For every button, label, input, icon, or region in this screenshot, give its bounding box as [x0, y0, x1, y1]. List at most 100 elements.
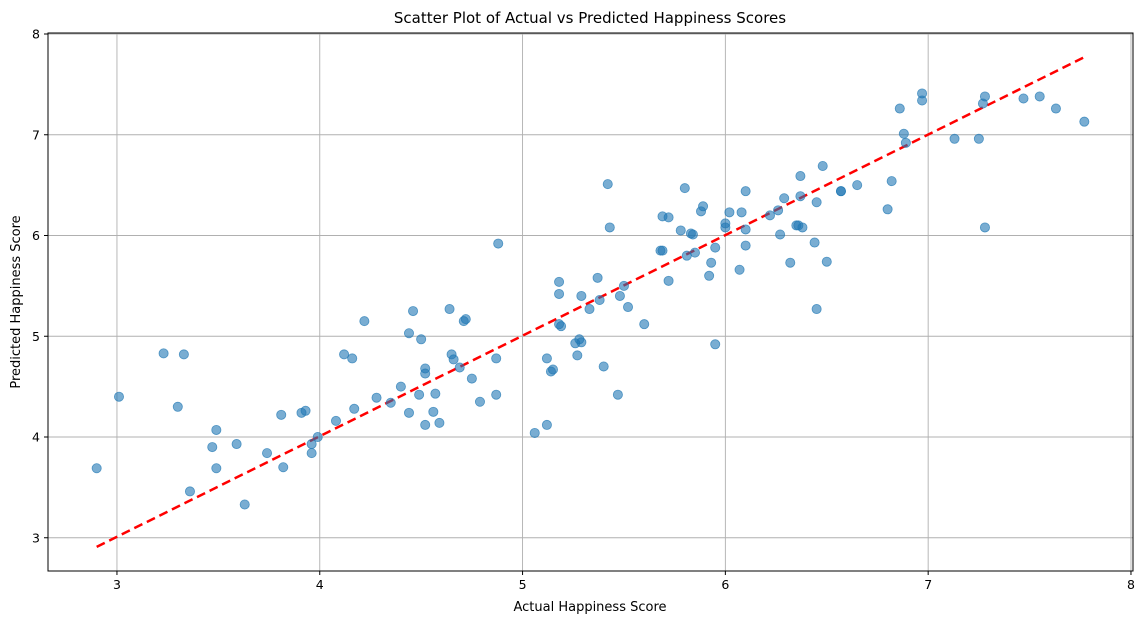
data-point	[184, 486, 195, 497]
plot-frame	[47, 32, 1134, 572]
data-point	[773, 205, 784, 216]
data-point	[541, 353, 552, 364]
data-point	[556, 321, 567, 332]
data-point	[811, 304, 822, 315]
x-tick-label: 7	[924, 577, 932, 592]
data-point	[572, 350, 583, 361]
x-tick-label: 5	[519, 577, 527, 592]
y-tick-label: 7	[32, 127, 40, 142]
data-point	[598, 361, 609, 372]
data-point	[529, 427, 540, 438]
data-point	[795, 191, 806, 202]
points-layer	[91, 88, 1090, 510]
data-point	[979, 222, 990, 233]
data-point	[408, 306, 419, 317]
x-tick-label: 6	[721, 577, 729, 592]
data-point	[576, 290, 587, 301]
data-point	[740, 240, 751, 251]
data-point	[172, 401, 183, 412]
data-point	[618, 280, 629, 291]
data-point	[158, 348, 169, 359]
x-tick-label: 3	[113, 577, 121, 592]
data-point	[434, 417, 445, 428]
data-point	[207, 442, 218, 453]
data-point	[576, 337, 587, 348]
data-point	[706, 257, 717, 268]
data-point	[1018, 93, 1029, 104]
data-point	[395, 381, 406, 392]
data-point	[554, 288, 565, 299]
data-point	[466, 373, 477, 384]
y-tick-label: 6	[32, 228, 40, 243]
data-point	[276, 409, 287, 420]
data-point	[740, 224, 751, 235]
data-point	[764, 210, 775, 221]
data-point	[330, 415, 341, 426]
data-point	[689, 247, 700, 258]
data-point	[278, 462, 289, 473]
data-point	[460, 314, 471, 325]
data-point	[973, 133, 984, 144]
data-point	[491, 389, 502, 400]
y-tick-label: 3	[32, 530, 40, 545]
x-tick-label: 8	[1127, 577, 1135, 592]
data-point	[592, 272, 603, 283]
reference-line	[96, 56, 1085, 548]
data-point	[1034, 91, 1045, 102]
data-point	[211, 424, 222, 435]
data-point	[882, 204, 893, 215]
data-point	[612, 389, 623, 400]
data-point	[420, 419, 431, 430]
data-point	[809, 237, 820, 248]
y-axis-label: Predicted Happiness Score	[9, 215, 24, 388]
data-point	[91, 463, 102, 474]
data-point	[448, 354, 459, 365]
data-point	[491, 353, 502, 364]
data-point	[493, 238, 504, 249]
reference-line-layer	[96, 56, 1085, 548]
data-point	[385, 397, 396, 408]
data-point	[403, 328, 414, 339]
data-point	[663, 275, 674, 286]
data-point	[454, 362, 465, 373]
data-point	[835, 186, 846, 197]
data-point	[623, 302, 634, 313]
data-point	[1079, 116, 1090, 127]
data-point	[663, 212, 674, 223]
data-point	[113, 391, 124, 402]
data-point	[541, 419, 552, 430]
data-point	[1050, 103, 1061, 114]
data-point	[554, 276, 565, 287]
data-point	[898, 128, 909, 139]
y-tick-label: 4	[32, 430, 40, 445]
data-point	[724, 207, 735, 218]
data-point	[852, 180, 863, 191]
y-tick-label: 8	[32, 27, 40, 42]
data-point	[949, 133, 960, 144]
data-point	[414, 389, 425, 400]
data-point	[687, 229, 698, 240]
data-point	[371, 392, 382, 403]
data-point	[821, 256, 832, 267]
data-point	[710, 242, 721, 253]
data-point	[416, 334, 427, 345]
data-point	[817, 160, 828, 171]
data-point	[917, 95, 928, 106]
data-point	[359, 316, 370, 327]
data-point	[795, 171, 806, 182]
data-point	[886, 176, 897, 187]
data-point	[594, 294, 605, 305]
data-point	[720, 222, 731, 233]
data-point	[736, 207, 747, 218]
data-point	[211, 463, 222, 474]
x-tick-label: 4	[316, 577, 324, 592]
data-point	[428, 406, 439, 417]
data-point	[349, 403, 360, 414]
data-point	[584, 304, 595, 315]
data-point	[178, 349, 189, 360]
data-point	[639, 319, 650, 330]
data-point	[420, 368, 431, 379]
data-point	[779, 193, 790, 204]
